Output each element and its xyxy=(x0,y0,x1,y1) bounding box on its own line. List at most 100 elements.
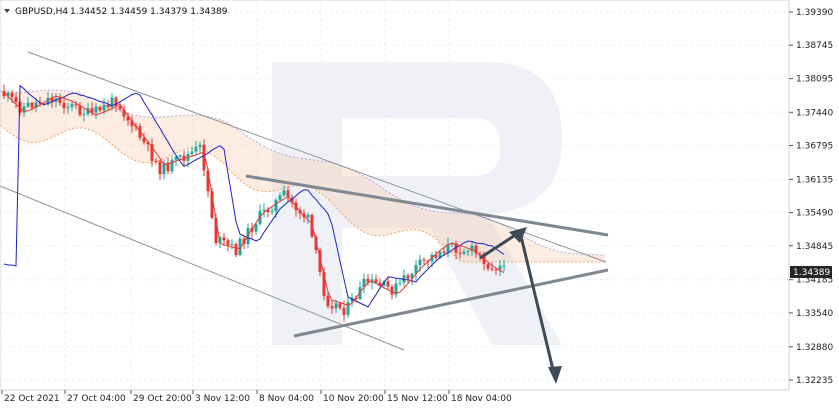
candle-bull xyxy=(230,244,234,246)
candle-bull xyxy=(402,275,406,283)
candle-bull xyxy=(34,102,38,108)
candle-bear xyxy=(322,272,326,296)
candle-bull xyxy=(274,199,278,212)
candle-bear xyxy=(122,109,126,117)
triangle-upper-line xyxy=(245,174,609,237)
candle-bear xyxy=(222,237,226,241)
candle-bear xyxy=(106,104,110,107)
chart-header: GBPUSD,H4 1.34452 1.34459 1.34379 1.3438… xyxy=(4,7,228,17)
candle-bull xyxy=(198,144,202,147)
candle-bear xyxy=(374,279,378,283)
candle-bull xyxy=(470,245,474,252)
candle-bull xyxy=(190,151,194,154)
candle-bear xyxy=(150,144,154,161)
candle-bear xyxy=(378,282,382,286)
candle-bear xyxy=(338,303,342,308)
x-tick-label: 29 Oct 20:00 xyxy=(133,394,192,404)
candle-bear xyxy=(454,243,458,253)
candle-bear xyxy=(202,144,206,171)
candle-bear xyxy=(478,253,482,255)
ichimoku-cloud xyxy=(0,90,605,262)
candle-bull xyxy=(254,223,258,232)
candle-bear xyxy=(62,103,66,109)
candle-bear xyxy=(42,103,46,105)
candle-bear xyxy=(290,197,294,203)
candle-bull xyxy=(438,251,442,258)
candle-bull xyxy=(306,214,310,218)
candle-bear xyxy=(214,217,218,244)
candle-bull xyxy=(174,156,178,160)
y-tick-label: 1.38095 xyxy=(796,75,833,85)
candle-bear xyxy=(210,191,214,218)
candle-bear xyxy=(130,120,134,126)
candle-bear xyxy=(266,209,270,213)
forecast-arrows xyxy=(479,227,562,384)
candle-bear xyxy=(458,252,462,254)
candle-bull xyxy=(70,104,74,107)
candle-bear xyxy=(286,190,290,198)
candle-bear xyxy=(390,286,394,295)
candle-bear xyxy=(58,98,62,104)
x-tick-label: 22 Oct 2021 xyxy=(4,394,60,404)
candle-bear xyxy=(74,104,78,106)
candle-bull xyxy=(194,146,198,152)
candle-bull xyxy=(162,162,166,175)
candle-bear xyxy=(50,97,54,102)
candle-bear xyxy=(486,264,490,269)
candle-bull xyxy=(394,283,398,295)
candle-bear xyxy=(406,275,410,279)
triangle-lower-line xyxy=(293,268,609,338)
x-tick-label: 3 Nov 12:00 xyxy=(195,394,250,404)
candle-bear xyxy=(158,161,162,175)
plot-area-border xyxy=(0,0,790,391)
y-tick-label: 1.36795 xyxy=(796,141,833,151)
current-price-text: 1.34389 xyxy=(793,268,830,278)
candlestick-series xyxy=(2,84,506,322)
trend-channel xyxy=(0,51,607,351)
arrow-head-down xyxy=(548,366,562,384)
candle-bull xyxy=(218,237,222,244)
candle-bear xyxy=(326,295,330,307)
candle-bull xyxy=(238,238,242,255)
candle-bull xyxy=(270,211,274,213)
x-tick-label: 15 Nov 12:00 xyxy=(387,394,448,404)
candle-bear xyxy=(434,254,438,258)
candle-bear xyxy=(98,106,102,111)
candle-bull xyxy=(446,244,450,253)
candle-bear xyxy=(366,278,370,283)
candle-bull xyxy=(462,251,466,254)
candle-bear xyxy=(2,91,6,97)
candle-bull xyxy=(22,106,26,113)
candle-bull xyxy=(398,282,402,284)
y-tick-label: 1.34185 xyxy=(796,276,833,286)
candle-bull xyxy=(362,278,366,288)
y-tick-label: 1.38745 xyxy=(796,41,833,51)
y-tick-label: 1.33540 xyxy=(796,309,833,319)
candle-bear xyxy=(474,245,478,254)
candle-bear xyxy=(10,92,14,98)
x-tick-label: 27 Oct 04:00 xyxy=(67,394,126,404)
candle-bull xyxy=(382,281,386,286)
candle-bull xyxy=(410,273,414,279)
candle-bear xyxy=(318,250,322,273)
x-tick-label: 8 Nov 04:00 xyxy=(259,394,314,404)
candle-bull xyxy=(66,106,70,109)
candle-bear xyxy=(142,137,146,143)
y-tick-label: 1.39390 xyxy=(796,8,833,18)
chevron-down-icon[interactable] xyxy=(4,9,10,13)
channel-lower-line xyxy=(0,185,405,351)
candle-bull xyxy=(498,265,502,270)
candle-bear xyxy=(118,105,122,110)
candle-bull xyxy=(178,155,182,157)
candle-bull xyxy=(346,301,350,315)
y-tick-label: 1.37440 xyxy=(796,108,833,118)
candle-bear xyxy=(494,269,498,271)
ichimoku-span-b xyxy=(0,89,606,256)
tenkan-sen-line xyxy=(3,91,505,306)
candle-bull xyxy=(414,265,418,274)
candle-bull xyxy=(6,92,10,97)
candle-bear xyxy=(90,108,94,113)
candle-bear xyxy=(386,281,390,287)
